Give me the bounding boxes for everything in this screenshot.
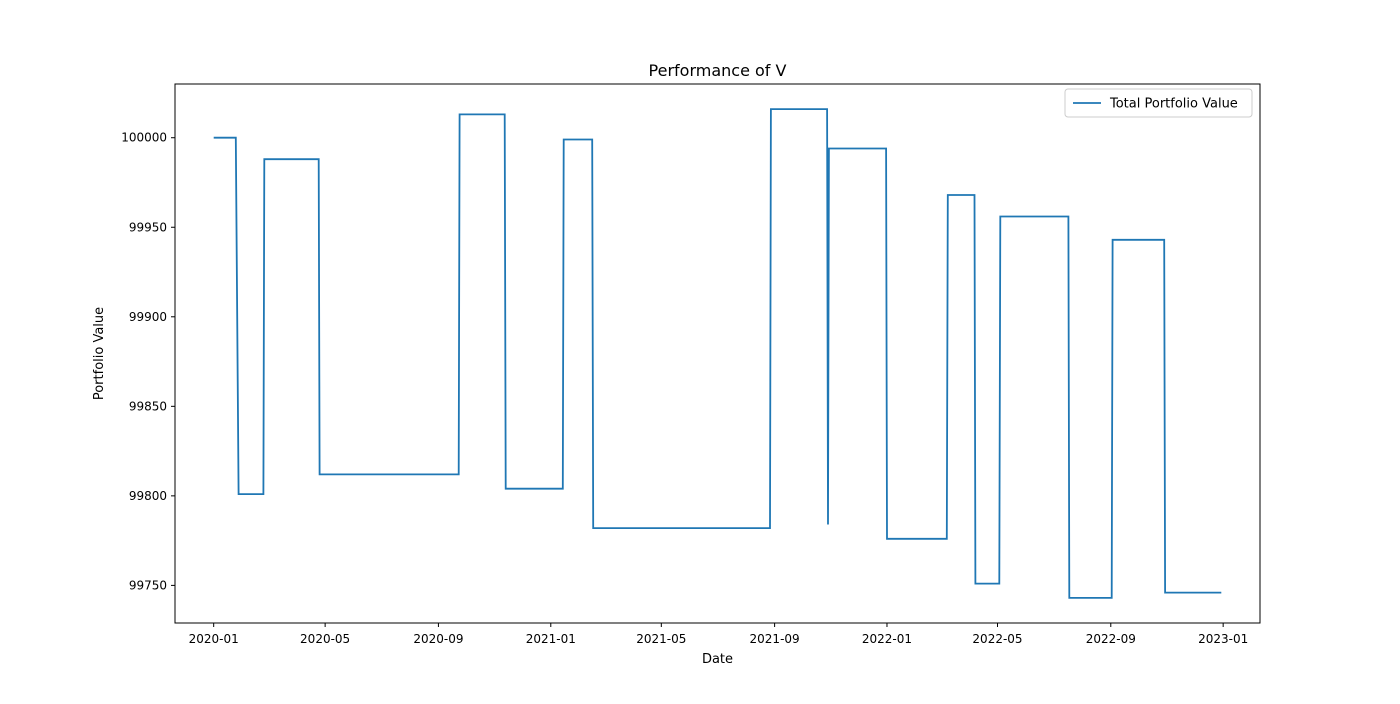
- chart-title: Performance of V: [649, 61, 787, 80]
- plot-area: [175, 84, 1260, 623]
- x-tick-label: 2021-01: [526, 632, 576, 646]
- x-tick-label: 2021-05: [636, 632, 686, 646]
- y-axis-label: Portfolio Value: [92, 307, 107, 400]
- plot-frame: [174, 83, 1261, 624]
- x-tick-label: 2022-01: [862, 632, 912, 646]
- y-tick-label: 99750: [129, 578, 167, 592]
- y-tick-label: 99950: [129, 220, 167, 234]
- legend-label: Total Portfolio Value: [1109, 97, 1238, 112]
- x-tick-label: 2022-09: [1086, 632, 1136, 646]
- x-tick-label: 2023-01: [1198, 632, 1248, 646]
- y-tick-label: 99800: [129, 489, 167, 503]
- y-tick-label: 99850: [129, 399, 167, 413]
- series-layer: [213, 108, 1222, 599]
- y-tick-label: 99900: [129, 310, 167, 324]
- x-tick-label: 2021-09: [750, 632, 800, 646]
- x-axis-label: Date: [702, 652, 733, 667]
- legend-box: [1064, 88, 1253, 118]
- legend: Total Portfolio Value: [1064, 88, 1253, 118]
- x-tick-label: 2020-01: [189, 632, 239, 646]
- series-line: [213, 108, 1222, 599]
- y-tick-label: 100000: [121, 131, 167, 145]
- y-axis-ticks: 99750 99800 99850 99900 99950 100000: [121, 131, 175, 592]
- x-tick-label: 2022-05: [972, 632, 1022, 646]
- x-axis-ticks: 2020-01 2020-05 2020-09 2021-01 2021-05 2021-…: [189, 623, 1248, 646]
- x-tick-label: 2020-09: [413, 632, 463, 646]
- x-tick-label: 2020-05: [300, 632, 350, 646]
